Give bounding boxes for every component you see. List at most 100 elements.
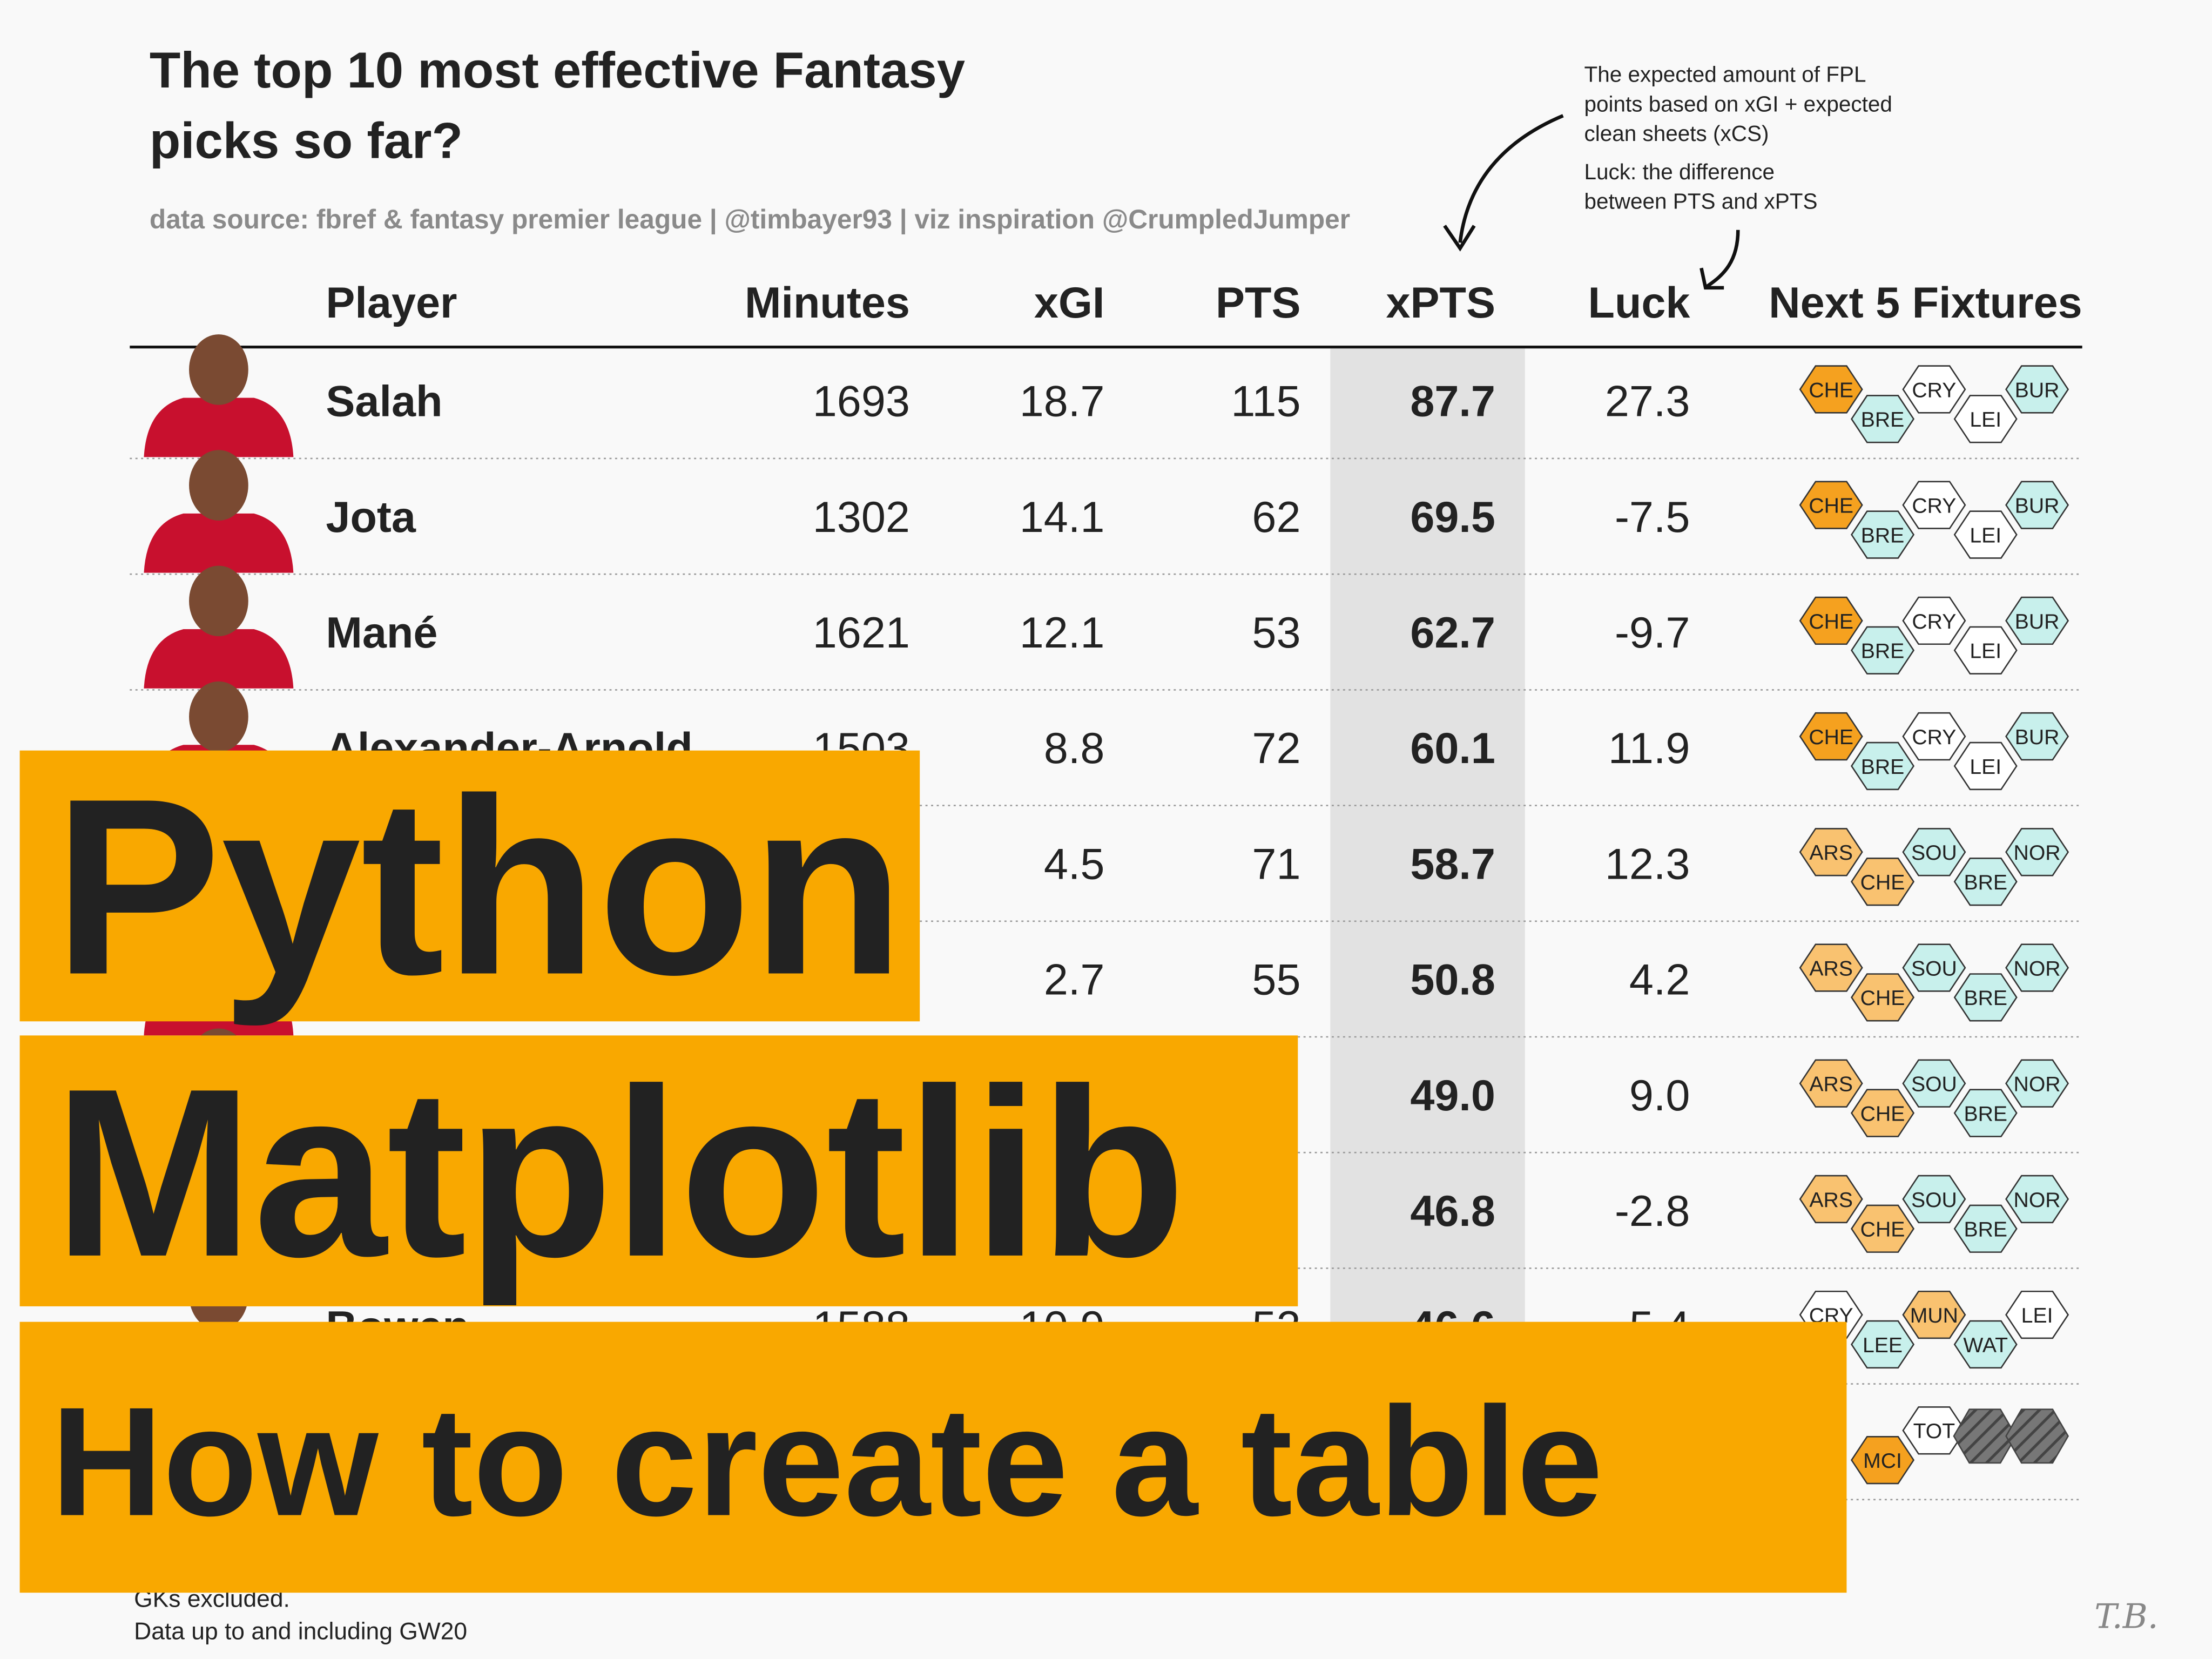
banner-text: Python bbox=[53, 746, 905, 1028]
cell: 55 bbox=[1252, 956, 1300, 1004]
player-head bbox=[189, 334, 248, 405]
title: picks so far? bbox=[150, 112, 463, 169]
fixture-hex bbox=[2005, 481, 2069, 529]
arrow bbox=[1706, 230, 1740, 288]
cell: -7.5 bbox=[1615, 493, 1690, 542]
fixture-label: BUR bbox=[2015, 726, 2060, 749]
cell: 49.0 bbox=[1410, 1071, 1495, 1120]
fixture-hex bbox=[1799, 481, 1863, 529]
fixture-hex bbox=[1953, 857, 2018, 906]
fixture-hex bbox=[1799, 712, 1863, 761]
cell: 14.1 bbox=[1020, 493, 1105, 542]
player-shirt bbox=[144, 629, 294, 689]
column-header: PTS bbox=[1216, 279, 1300, 327]
fixture-hex bbox=[1851, 626, 1915, 675]
cell: -9.7 bbox=[1615, 609, 1690, 657]
fixture-label: LEI bbox=[1970, 640, 2001, 663]
fixture-hex bbox=[1902, 596, 1966, 645]
fixture-label: BRE bbox=[1861, 756, 1905, 779]
fixture-label: BUR bbox=[2015, 379, 2060, 402]
fixture-label: BRE bbox=[1861, 524, 1905, 547]
fixture-label: SOU bbox=[1911, 1073, 1957, 1096]
fixture-label: SOU bbox=[1911, 841, 1957, 865]
fixture-hex bbox=[1953, 510, 2018, 559]
fixture-label: CRY bbox=[1912, 726, 1956, 749]
player-shirt bbox=[144, 513, 294, 573]
table-row: Jota 1302 14.1 62 69.5 -7.5 CHE BRE CRY LEI BUR bbox=[130, 450, 2082, 575]
table-row: Mané 1621 12.1 53 62.7 -9.7 CHE BRE CRY LEI BUR bbox=[130, 565, 2082, 691]
fixture-label: NOR bbox=[2014, 1189, 2061, 1212]
fixture-hex bbox=[1902, 481, 1966, 529]
fixture-hex bbox=[1851, 510, 1915, 559]
cell: -2.8 bbox=[1615, 1187, 1690, 1236]
column-header: xGI bbox=[1034, 279, 1105, 327]
banner-text: Matplotlib bbox=[53, 1039, 1186, 1308]
fixture-label: TOT bbox=[1913, 1420, 1955, 1443]
fixture-label: CHE bbox=[1860, 871, 1905, 894]
fixture-hex bbox=[2005, 712, 2069, 761]
cell: 62 bbox=[1252, 493, 1300, 542]
fixture-label: CRY bbox=[1912, 610, 1956, 633]
fixture-hex bbox=[2005, 365, 2069, 414]
fixture-hex bbox=[1953, 973, 2018, 1022]
fixture-label: BRE bbox=[1964, 1102, 2007, 1125]
fixture-hex bbox=[2005, 596, 2069, 645]
fixture-label: BRE bbox=[1964, 1218, 2007, 1242]
fixture-hex bbox=[1851, 1320, 1915, 1369]
banner bbox=[19, 1321, 1847, 1593]
fixture-label: BRE bbox=[1964, 871, 2007, 894]
fixture-hex bbox=[1851, 395, 1915, 443]
fixture-hex bbox=[2005, 1175, 2069, 1224]
fixture-hex bbox=[1851, 1089, 1915, 1137]
fixture-hex bbox=[1799, 365, 1863, 414]
cell: 27.3 bbox=[1605, 377, 1690, 426]
fixture-hex bbox=[1902, 828, 1966, 876]
cell: 8.8 bbox=[1044, 724, 1105, 773]
cell: 2.7 bbox=[1044, 956, 1105, 1004]
title: The top 10 most effective Fantasy bbox=[150, 42, 965, 98]
cell: 58.7 bbox=[1410, 840, 1495, 888]
banners: Python Matplotlib How to create a table bbox=[19, 746, 1847, 1593]
fixture-label: LEI bbox=[1970, 756, 2001, 779]
fixture-hex bbox=[1953, 626, 2018, 675]
fixture-label: LEI bbox=[1970, 524, 2001, 547]
cell: 1302 bbox=[813, 493, 910, 542]
player-name: Jota bbox=[326, 493, 416, 542]
fixture-label: NOR bbox=[2014, 1073, 2061, 1096]
fixture-label: ARS bbox=[1809, 1073, 1853, 1096]
annotation: The expected amount of FPL bbox=[1584, 62, 1866, 87]
arrows bbox=[1443, 114, 1740, 290]
fixture-hex bbox=[1799, 1059, 1863, 1108]
footer-note: Data up to and including GW20 bbox=[134, 1618, 467, 1644]
fixture-hex bbox=[1851, 741, 1915, 791]
column-header: Luck bbox=[1588, 279, 1690, 327]
cell: 4.2 bbox=[1629, 956, 1690, 1004]
column-header: Player bbox=[326, 279, 457, 327]
fixture-label: CRY bbox=[1912, 379, 1956, 402]
cell: 50.8 bbox=[1410, 956, 1495, 1004]
fixture-label: NOR bbox=[2014, 957, 2061, 980]
fixture-label: BRE bbox=[1964, 987, 2007, 1010]
cell: 12.1 bbox=[1020, 609, 1105, 657]
unavailable-fixtures bbox=[1953, 1408, 2069, 1464]
cell: 11.9 bbox=[1608, 724, 1690, 773]
fixture-label: LEI bbox=[1970, 408, 2001, 431]
fixture-hex bbox=[1953, 1204, 2018, 1253]
fixture-hex bbox=[1902, 1406, 1966, 1455]
cell: 1693 bbox=[813, 377, 910, 426]
cell: 87.7 bbox=[1410, 377, 1495, 426]
fixture-label: WAT bbox=[1963, 1334, 2008, 1357]
player-name: Mané bbox=[326, 609, 437, 657]
annotation: Luck: the difference bbox=[1584, 159, 1775, 184]
fixture-label: MCI bbox=[1863, 1449, 1902, 1473]
blank-fixture bbox=[1953, 1408, 2017, 1464]
fixture-hex bbox=[1851, 1204, 1915, 1253]
cell: 4.5 bbox=[1044, 840, 1105, 888]
fixture-label: LEI bbox=[2021, 1304, 2053, 1327]
fixture-hex bbox=[1902, 1175, 1966, 1224]
cell: 1621 bbox=[813, 609, 910, 657]
fixture-label: BUR bbox=[2015, 610, 2060, 633]
cell: 18.7 bbox=[1020, 377, 1105, 426]
signature: T.B. bbox=[2094, 1597, 2159, 1636]
